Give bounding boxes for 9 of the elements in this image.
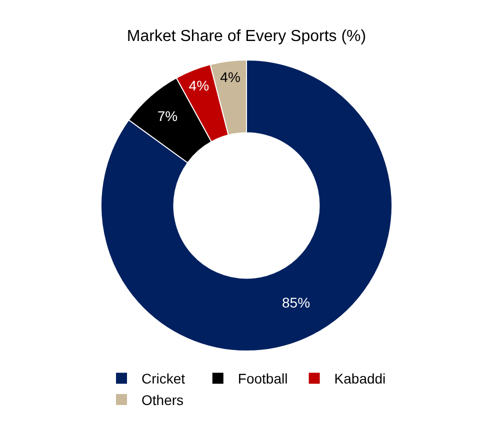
legend-label: Others — [142, 392, 184, 408]
data-label: 4% — [220, 69, 240, 86]
legend-label: Football — [238, 370, 288, 387]
data-label: 7% — [157, 108, 178, 124]
legend-label: Cricket — [142, 370, 186, 387]
chart-title: Market Share of Every Sports (%) — [126, 28, 366, 46]
data-label: 4% — [188, 77, 210, 94]
data-label: 85% — [282, 294, 310, 311]
legend-label: Kabaddi — [334, 370, 386, 387]
